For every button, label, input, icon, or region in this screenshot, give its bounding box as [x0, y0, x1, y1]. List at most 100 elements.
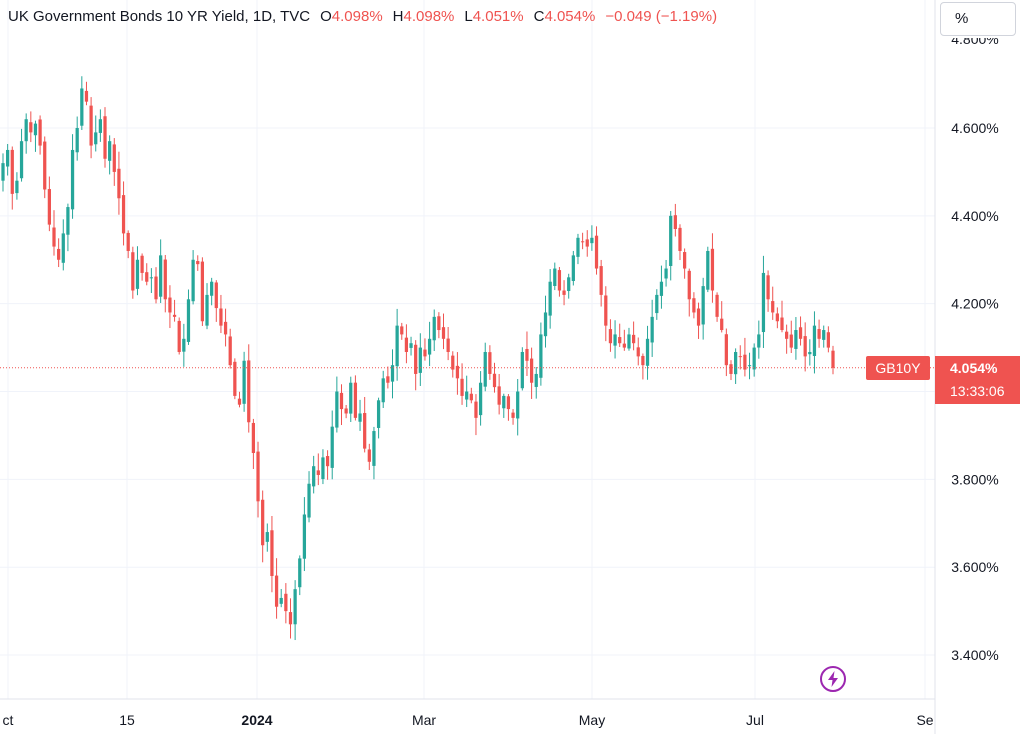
candle: [706, 246, 710, 293]
candle-body: [131, 252, 135, 291]
high-value: 4.098%: [403, 8, 455, 25]
candle-body: [70, 149, 75, 210]
candle-body: [794, 330, 798, 349]
candle-body: [567, 277, 571, 292]
candle-body: [270, 530, 274, 576]
candle-body: [149, 277, 154, 279]
candle: [534, 366, 538, 399]
candle-body: [321, 457, 325, 480]
candle-body: [520, 351, 524, 389]
candle: [474, 394, 478, 436]
candle-body: [182, 338, 186, 352]
candle-body: [488, 352, 492, 374]
candle: [159, 239, 163, 303]
candle-body: [437, 316, 441, 331]
candle: [469, 387, 473, 404]
candle: [562, 280, 566, 306]
candle-body: [10, 149, 14, 194]
candle-body: [251, 422, 256, 454]
candle-body: [404, 337, 409, 352]
candle: [376, 397, 381, 439]
candle-body: [6, 149, 10, 167]
candle: [761, 255, 766, 348]
candle: [363, 396, 367, 453]
unit-button-label: %: [955, 10, 969, 27]
candle: [279, 588, 283, 608]
open-label: O: [320, 8, 332, 25]
candle-body: [645, 338, 650, 366]
candle-body: [293, 589, 297, 625]
candle-body: [622, 343, 626, 348]
candle-body: [186, 299, 191, 342]
x-tick-label: 15: [119, 712, 135, 728]
candle: [701, 277, 705, 340]
candle-body: [636, 347, 640, 357]
lightning-icon[interactable]: [819, 665, 847, 693]
candle: [94, 115, 98, 152]
candle-body: [363, 413, 367, 449]
candle-body: [307, 483, 311, 518]
candle: [488, 345, 492, 380]
candle-body: [808, 351, 812, 355]
price-axis[interactable]: 4.600%4.400%4.200%4.000%3.800%3.600%3.40…: [936, 0, 1020, 663]
candle-body: [548, 281, 552, 316]
candle-body: [483, 351, 487, 387]
candle-body: [47, 189, 51, 225]
candle: [80, 76, 84, 131]
candle-body: [682, 252, 687, 269]
candle: [798, 316, 803, 346]
candle: [604, 286, 608, 342]
candle-body: [344, 408, 348, 414]
candle: [729, 360, 733, 381]
time-axis[interactable]: ct 15 2024 Mar May Jul Se: [3, 712, 934, 728]
candle-body: [367, 449, 371, 462]
candle: [696, 302, 701, 339]
candle-body: [38, 119, 42, 146]
candle: [358, 399, 362, 431]
candle: [831, 345, 835, 375]
candle-body: [822, 330, 826, 340]
symbol-title[interactable]: UK Government Bonds 10 YR Yield, 1D, TVC: [8, 8, 311, 25]
candle: [200, 257, 205, 326]
candle-body: [516, 391, 520, 419]
candle: [400, 322, 404, 340]
candle: [108, 135, 112, 175]
candle-body: [502, 395, 506, 409]
candle: [529, 347, 534, 399]
candle-body: [168, 297, 172, 313]
candle-body: [140, 255, 144, 273]
candle: [219, 294, 223, 334]
candle-body: [279, 597, 283, 604]
candle-body: [557, 270, 562, 291]
candle-body: [103, 116, 107, 159]
candle-body: [534, 373, 538, 387]
candle-body: [710, 248, 715, 291]
candle: [172, 299, 177, 322]
unit-button[interactable]: %: [940, 2, 1016, 36]
candle: [19, 128, 24, 182]
candle-body: [302, 514, 307, 559]
candle-body: [446, 338, 450, 352]
candle-body: [655, 294, 659, 314]
candle: [789, 320, 793, 354]
candle-body: [284, 593, 288, 612]
candle-body: [669, 215, 673, 266]
candle: [265, 523, 269, 552]
candle-body: [43, 141, 47, 190]
candle-body: [84, 90, 89, 102]
candle: [89, 97, 93, 159]
candle: [414, 340, 418, 391]
candle-body: [571, 255, 575, 282]
candle-body: [608, 329, 613, 344]
candle-body: [766, 275, 770, 300]
candle-body: [734, 351, 738, 375]
candle: [460, 363, 464, 405]
candle-body: [803, 336, 807, 357]
candle-body: [172, 314, 177, 317]
candle: [349, 376, 353, 422]
candle-body: [191, 259, 195, 302]
candle-body: [52, 227, 56, 247]
candle-body: [80, 88, 84, 126]
candle: [543, 295, 548, 348]
